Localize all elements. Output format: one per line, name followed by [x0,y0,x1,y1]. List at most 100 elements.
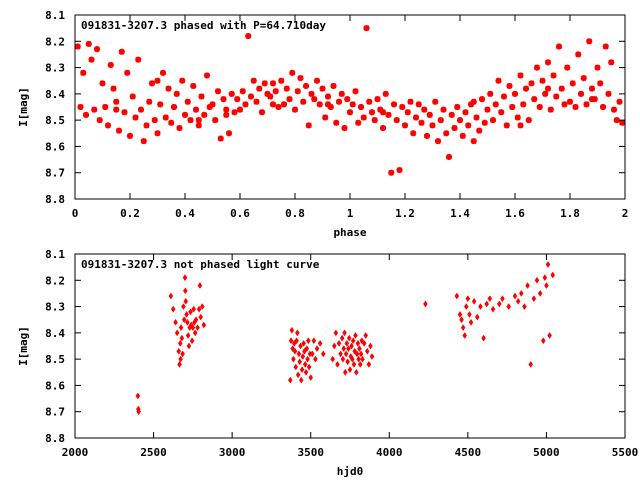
phased-data-point [388,169,395,176]
phased-data-point [264,90,271,97]
unphased-data-point [484,300,490,308]
phased-data-point [245,33,252,40]
unphased-data-point [496,300,502,308]
unphased-data-point [292,347,298,355]
phased-data-point [556,43,562,50]
unphased-data-point [515,297,521,305]
phased-data-point [432,98,439,105]
phased-data-point [534,64,540,71]
phased-data-point [256,85,263,92]
phased-data-point [377,106,384,113]
phased-data-point [292,106,298,113]
phased-data-point [358,104,364,110]
phased-panel: 0 0.2 0.4 0.6 0.8 1 1.2 1.4 1.6 1.8 2 8.1 8.2 8.3 8.4 8… [17,9,628,239]
unphased-data-point [184,311,189,318]
phased-data-point [234,96,241,103]
phased-data-point [217,135,224,142]
phased-y-tick-label: 8.7 [45,167,65,180]
phased-data-point [470,138,477,145]
unphased-data-point [198,313,204,321]
unphased-data-points [135,261,556,416]
phased-data-point [179,77,186,84]
unphased-data-point [356,355,361,363]
phased-data-point [140,138,147,145]
unphased-data-point [343,350,349,358]
unphased-y-tick-label: 8.2 [45,274,65,287]
phased-data-point [371,117,378,124]
phased-data-point [454,104,461,110]
phased-data-point [391,101,397,108]
unphased-x-tick-label: 3500 [297,446,324,459]
phased-data-point [154,77,161,84]
unphased-data-point [295,329,300,337]
unphased-data-point [195,324,200,332]
unphased-data-point [178,355,183,363]
unphased-data-point [183,287,188,295]
phased-data-point [586,38,593,45]
unphased-data-point [178,324,184,332]
phased-data-point [239,88,246,95]
phased-data-point [473,114,480,121]
phased-data-point [281,101,287,108]
unphased-data-point [295,371,301,379]
phased-data-point [569,80,576,87]
phased-data-point [113,106,120,113]
phased-data-point [275,104,282,110]
unphased-data-point [314,345,320,353]
phased-data-point [619,119,626,126]
phased-axes: 0 0.2 0.4 0.6 0.8 1 1.2 1.4 1.6 1.8 2 8.1 8.2 8.3 8.4 8… [45,9,628,220]
phased-data-point [138,106,144,113]
phased-data-point [580,75,587,82]
phased-data-point [116,127,122,134]
unphased-data-point [135,392,141,400]
phased-data-point [165,85,172,92]
phased-data-point [94,46,100,53]
phased-data-point [272,88,279,95]
phased-data-point [102,104,109,110]
unphased-data-point [197,282,203,289]
unphased-y-tick-label: 8.4 [45,327,65,340]
unphased-data-point [313,355,318,363]
phased-data-point [325,93,331,100]
phased-data-point [602,43,609,50]
phased-data-point [531,96,538,103]
unphased-data-point [293,363,299,371]
phased-data-point [418,119,425,126]
phased-data-point [151,117,158,124]
phased-data-point [572,104,579,110]
phased-data-point [308,90,315,97]
phased-data-point [575,51,582,58]
unphased-data-point [294,337,299,345]
phased-data-point [193,106,199,113]
unphased-y-tick-label: 8.7 [45,406,65,419]
phased-data-point [470,98,477,105]
phased-data-point [118,48,125,55]
phased-data-point [289,69,296,76]
unphased-data-point [188,308,193,316]
phased-data-point [465,122,472,129]
unphased-data-point [467,311,472,318]
phased-y-tick-label: 8.4 [45,88,65,101]
phased-data-point [363,25,370,32]
phased-data-point [413,114,419,121]
unphased-panel: 2000 2500 3000 3500 4000 4500 5000 5500 8.1 8.2 8.… [17,248,638,478]
unphased-data-point [359,337,365,345]
unphased-data-point [353,368,359,376]
unphased-data-point [185,318,190,326]
unphased-data-point [364,347,370,355]
phased-data-point [184,98,191,105]
unphased-data-point [291,355,296,363]
unphased-y-axis-label: I[mag] [17,326,30,366]
phased-data-point [561,101,568,108]
phased-data-point [415,101,422,108]
phased-data-point [410,130,417,137]
phased-data-point [168,119,175,126]
unphased-data-point [298,342,303,350]
phased-data-point [366,98,373,105]
phased-data-point [542,90,549,97]
phased-data-point [578,90,584,97]
unphased-y-tick-label: 8.6 [45,379,65,392]
unphased-data-point [540,337,546,345]
phased-data-point [550,72,557,79]
phased-data-point [594,64,601,71]
